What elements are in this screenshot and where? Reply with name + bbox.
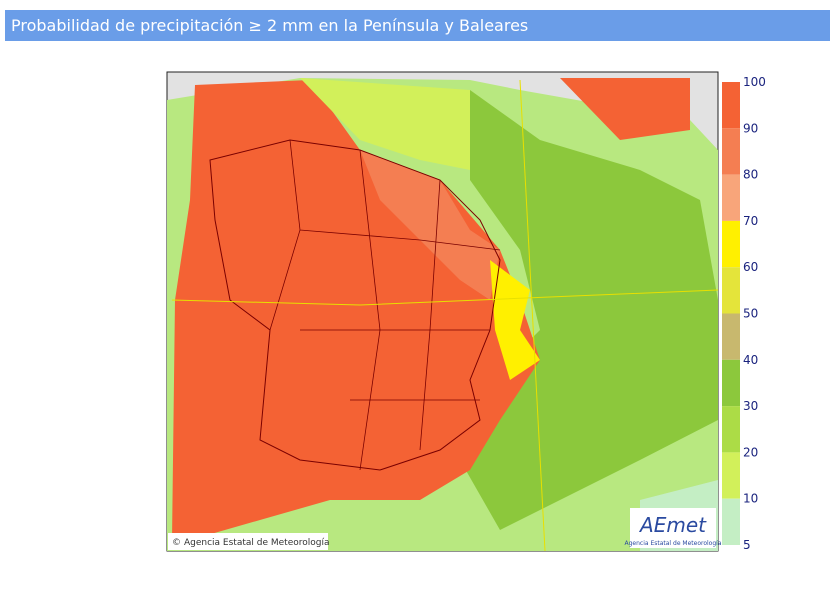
legend-swatch (722, 498, 740, 545)
legend-label: 10 (743, 492, 758, 506)
legend-swatch (722, 452, 740, 499)
legend: 100 90 80 70 60 50 40 30 20 10 5 (722, 75, 766, 552)
legend-label: 20 (743, 445, 758, 459)
header-title: Probabilidad de precipitación ≥ 2 mm en … (5, 10, 830, 41)
legend-swatch (722, 174, 740, 221)
legend-label: 90 (743, 121, 758, 135)
legend-label: 70 (743, 214, 758, 228)
legend-swatch (722, 128, 740, 175)
area (300, 78, 470, 170)
legend-label: 100 (743, 75, 766, 89)
legend-label: 60 (743, 260, 758, 274)
copyright-box (168, 533, 328, 550)
legend-swatch (722, 313, 740, 360)
area (360, 150, 500, 300)
legend-swatch (722, 359, 740, 407)
map: © Agencia Estatal de Meteorología AEmet … (166, 71, 766, 552)
legend-swatch (722, 267, 740, 314)
logo-box (630, 508, 716, 548)
copyright: Agencia Estatal de Meteorología (184, 538, 330, 548)
logo: AEmet (638, 513, 707, 537)
legend-label: 40 (743, 353, 758, 367)
orange-area (560, 78, 690, 140)
legend-swatch (722, 220, 740, 268)
meridian (519, 79, 546, 552)
province-lines (269, 139, 501, 471)
legend-swatch (722, 82, 740, 129)
legend-label: 5 (743, 538, 751, 552)
legend-label: 50 (743, 307, 758, 321)
copyright-symbol: © (172, 538, 181, 548)
borders (209, 139, 501, 471)
green-area (460, 90, 718, 530)
legend-label: 30 (743, 399, 758, 413)
logo-subtitle: Agencia Estatal de Meteorología (625, 540, 722, 547)
area (490, 260, 540, 380)
legend-label: 80 (743, 168, 758, 182)
legend-swatch (722, 406, 740, 453)
parallel (171, 289, 719, 306)
